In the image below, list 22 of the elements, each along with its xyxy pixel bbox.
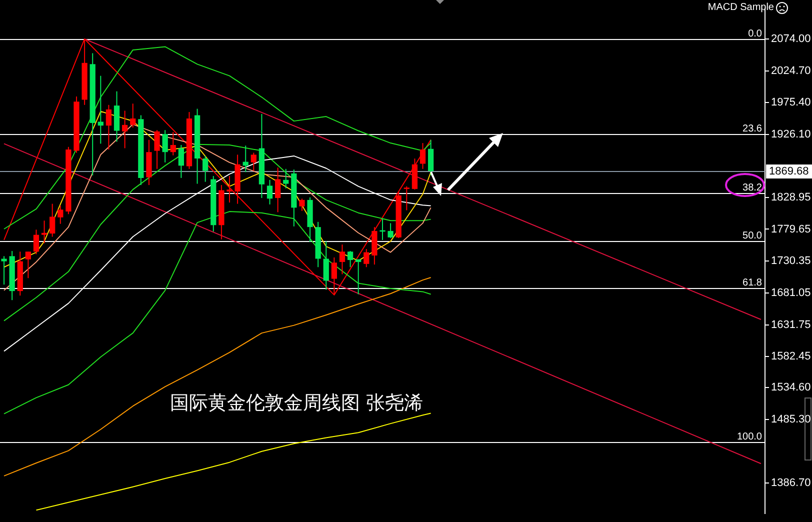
y-tick-label: 1730.35 — [771, 255, 811, 268]
annotation: 38.2 — [742, 182, 762, 194]
y-tick-label: 1975.40 — [771, 96, 811, 109]
y-tick-label: 1534.60 — [771, 382, 811, 394]
y-tick-label: 1582.45 — [771, 350, 811, 363]
annotation: 61.8 — [742, 277, 762, 288]
ref-line-label: 1869.68 — [769, 166, 809, 178]
text: 国际黄金伦敦金周线图 张尧浠 — [170, 392, 424, 414]
y-tick-label: 1485.30 — [771, 414, 811, 426]
annotation: 100.0 — [736, 431, 762, 442]
y-tick-label: 1779.65 — [771, 223, 811, 236]
y-tick-label: 2024.70 — [771, 64, 811, 77]
y-tick-label: 1681.05 — [771, 286, 811, 299]
annotation: MACD Sample — [708, 2, 774, 13]
y-tick-label: 1386.70 — [771, 477, 811, 490]
annotation: 23.6 — [742, 123, 762, 134]
y-tick-label: 2074.00 — [771, 33, 811, 46]
y-tick-label: 1631.75 — [771, 318, 811, 331]
annotation: 0.0 — [748, 28, 762, 40]
y-tick-label: 1926.10 — [771, 128, 811, 141]
y-tick-label: 1828.95 — [771, 191, 811, 204]
annotation: 50.0 — [742, 230, 762, 242]
